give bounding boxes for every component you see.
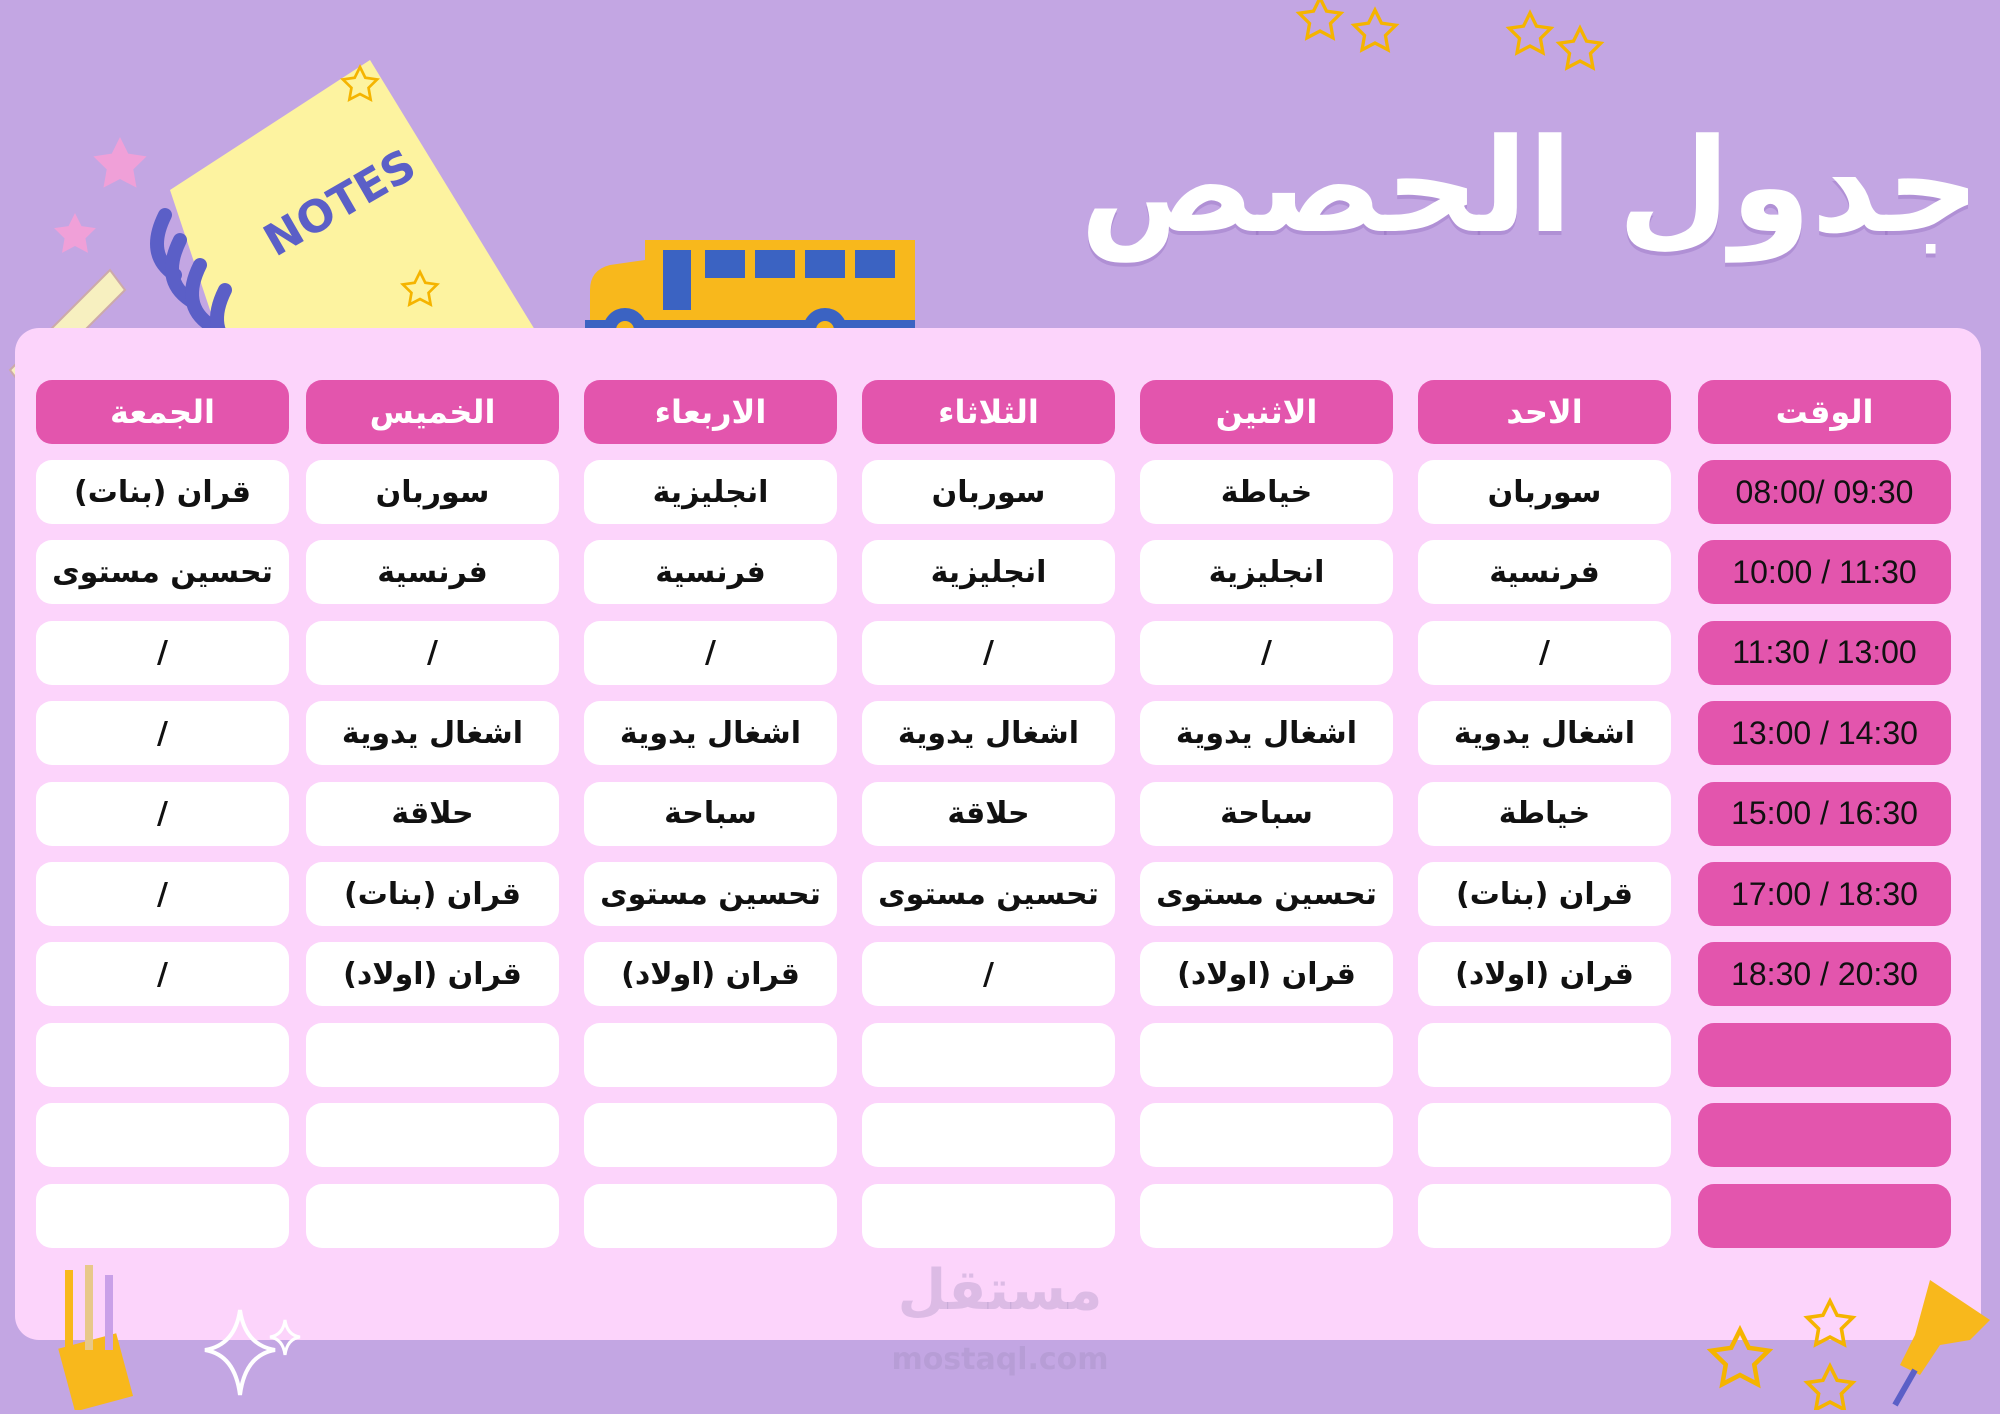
table-cell-friday: / [36,701,289,766]
table-cell-wednesday: سباحة [584,781,837,846]
table-cell-monday [1140,1183,1393,1248]
table-cell-friday [36,1103,289,1168]
header-tuesday: الثلاثاء [862,380,1115,444]
header-time: الوقت [1698,380,1951,444]
table-cell-wednesday: فرنسية [584,540,837,605]
table-cell-friday [36,1183,289,1248]
watermark-logo-url: mostaql.com [891,1342,1109,1377]
table-cell-tuesday: اشغال يدوية [862,701,1115,766]
table-cell-tuesday [862,1183,1115,1248]
table-cell-friday: قران (بنات) [36,460,289,524]
table-cell-thursday: سوربان [306,460,559,524]
table-cell-monday: خياطة [1140,460,1393,524]
header-friday: الجمعة [36,380,289,444]
table-cell-wednesday [584,1022,837,1087]
table-cell-sunday: خياطة [1418,781,1671,846]
table-cell-monday: اشغال يدوية [1140,701,1393,766]
table-cell-sunday: اشغال يدوية [1418,701,1671,766]
table-cell-sunday: قران (اولاد) [1418,942,1671,1007]
pushpin-icon [1892,1280,1990,1407]
table-cell-monday: سباحة [1140,781,1393,846]
time-slot: 08:00/ 09:30 [1698,460,1951,524]
table-cell-friday [36,1022,289,1087]
table-cell-friday: / [36,620,289,685]
table-cell-sunday [1418,1183,1671,1248]
sparkle-icon [204,1309,301,1396]
table-cell-friday: تحسين مستوى [36,540,289,605]
table-cell-monday: قران (اولاد) [1140,942,1393,1007]
time-slot: 17:00 / 18:30 [1698,862,1951,926]
table-cell-wednesday [584,1183,837,1248]
table-cell-thursday: / [306,620,559,685]
table-cell-monday [1140,1103,1393,1168]
watermark-logo-arabic: مستقل [897,1258,1103,1323]
table-cell-tuesday: حلاقة [862,781,1115,846]
pencils-icon [58,1265,134,1410]
table-cell-sunday [1418,1022,1671,1087]
table-cell-thursday [306,1022,559,1087]
time-slot: 11:30 / 13:00 [1698,620,1951,685]
header-wednesday: الاربعاء [584,380,837,444]
header-monday: الاثنين [1140,380,1393,444]
table-cell-friday: / [36,781,289,846]
header-thursday: الخميس [306,380,559,444]
table-cell-sunday [1418,1103,1671,1168]
table-cell-sunday: / [1418,620,1671,685]
table-cell-thursday: قران (اولاد) [306,942,559,1007]
table-cell-sunday: قران (بنات) [1418,862,1671,926]
table-cell-monday [1140,1022,1393,1087]
table-cell-friday: / [36,862,289,926]
header-sunday: الاحد [1418,380,1671,444]
table-cell-sunday: سوربان [1418,460,1671,524]
table-cell-thursday: قران (بنات) [306,862,559,926]
table-cell-thursday: فرنسية [306,540,559,605]
table-cell-tuesday: انجليزية [862,540,1115,605]
table-cell-tuesday [862,1022,1115,1087]
table-cell-thursday [306,1183,559,1248]
table-cell-wednesday: انجليزية [584,460,837,524]
table-cell-tuesday: سوربان [862,460,1115,524]
table-cell-friday: / [36,942,289,1007]
time-slot: 10:00 / 11:30 [1698,540,1951,605]
table-cell-monday: انجليزية [1140,540,1393,605]
table-cell-wednesday: اشغال يدوية [584,701,837,766]
table-cell-sunday: فرنسية [1418,540,1671,605]
table-cell-wednesday: قران (اولاد) [584,942,837,1007]
time-slot: 15:00 / 16:30 [1698,781,1951,846]
table-cell-tuesday: / [862,620,1115,685]
time-slot [1698,1022,1951,1087]
time-slot: 13:00 / 14:30 [1698,701,1951,766]
page-title: جدول الحصص [1079,110,1980,262]
star-icon [1700,1299,1855,1410]
table-cell-thursday [306,1103,559,1168]
star-icon [1297,0,1398,52]
table-cell-thursday: اشغال يدوية [306,701,559,766]
table-cell-monday: / [1140,620,1393,685]
time-slot [1698,1183,1951,1248]
table-cell-thursday: حلاقة [306,781,559,846]
table-cell-tuesday: تحسين مستوى [862,862,1115,926]
table-cell-wednesday: / [584,620,837,685]
table-cell-wednesday [584,1103,837,1168]
table-cell-tuesday: / [862,942,1115,1007]
star-icon [1507,11,1603,70]
table-cell-tuesday [862,1103,1115,1168]
table-cell-monday: تحسين مستوى [1140,862,1393,926]
time-slot: 18:30 / 20:30 [1698,942,1951,1007]
time-slot [1698,1103,1951,1168]
table-cell-wednesday: تحسين مستوى [584,862,837,926]
